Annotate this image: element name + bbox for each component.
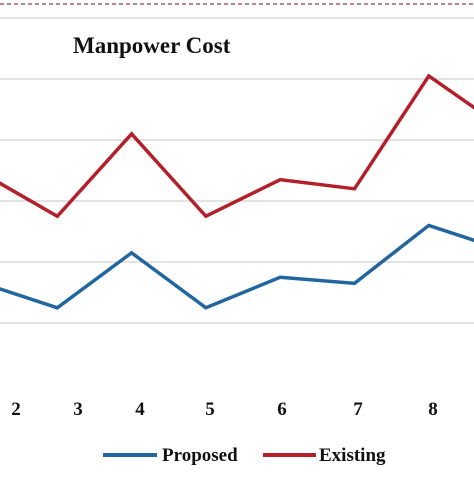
gridlines bbox=[0, 17, 474, 324]
x-tick-label: 4 bbox=[135, 399, 145, 420]
x-tick-label: 3 bbox=[73, 399, 83, 420]
series-line-proposed bbox=[0, 223, 474, 310]
x-tick-label: 7 bbox=[353, 399, 363, 420]
x-tick-labels: 2 3 4 5 6 7 8 bbox=[11, 399, 438, 420]
x-tick-label: 2 bbox=[11, 399, 21, 420]
legend-label-proposed: Proposed bbox=[162, 445, 238, 466]
x-tick-label: 5 bbox=[205, 399, 215, 420]
x-tick-label: 6 bbox=[277, 399, 287, 420]
legend: Proposed Existing bbox=[103, 445, 386, 466]
x-tick-label: 8 bbox=[428, 399, 438, 420]
chart-title: Manpower Cost bbox=[73, 33, 231, 58]
series-lines bbox=[0, 73, 474, 310]
legend-label-existing: Existing bbox=[319, 445, 386, 466]
series-line-existing bbox=[0, 73, 474, 219]
